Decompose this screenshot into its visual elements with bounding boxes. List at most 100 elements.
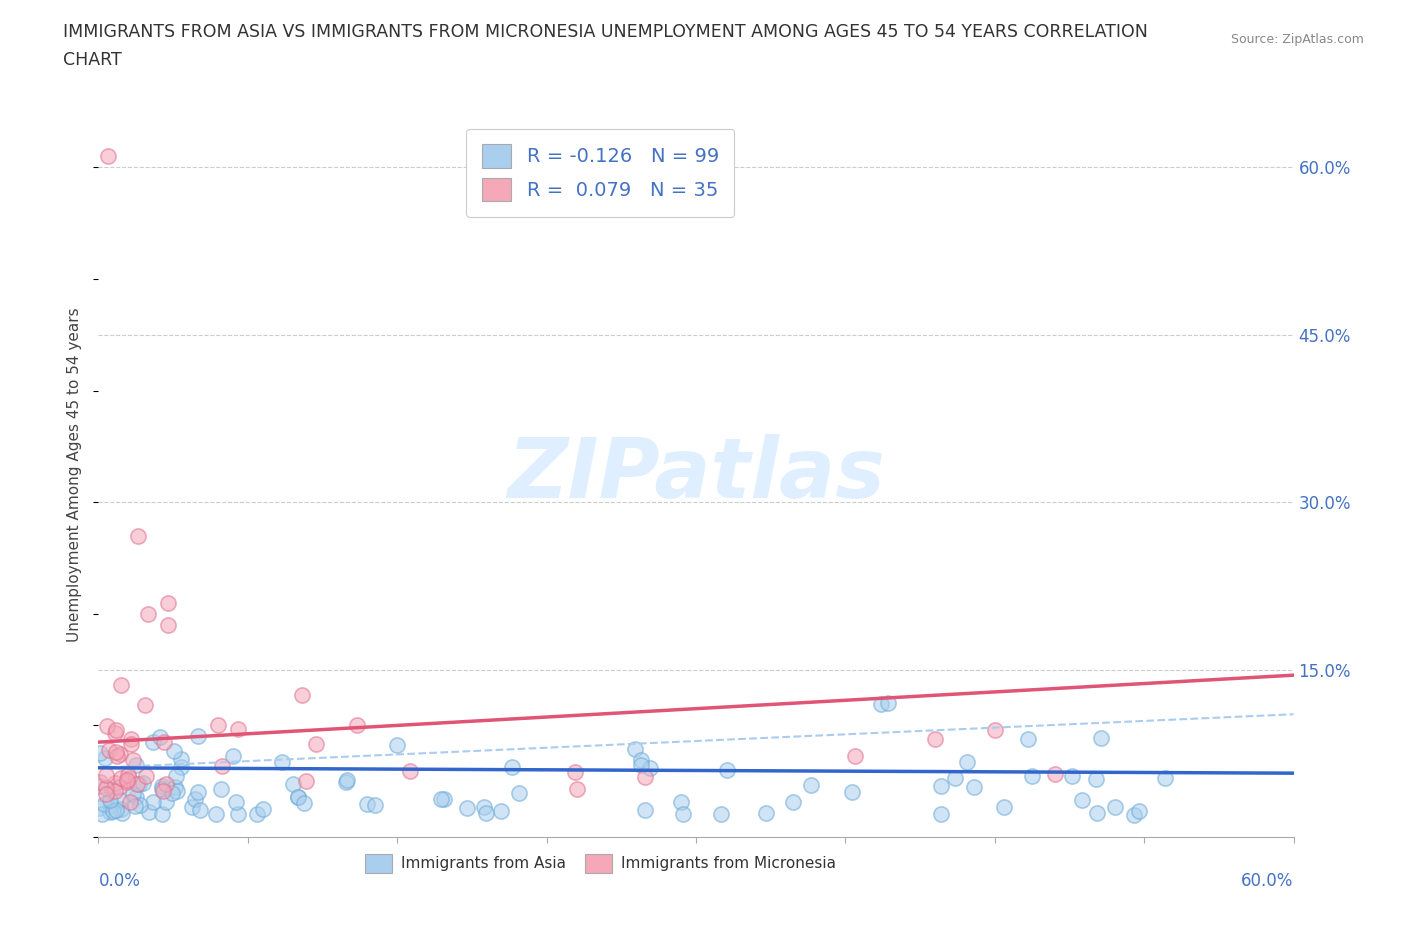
Point	[124, 799, 146, 814]
Point	[96, 780, 118, 795]
Point	[153, 735, 176, 750]
Text: ZIPatlas: ZIPatlas	[508, 433, 884, 515]
Point	[110, 678, 132, 693]
Point	[456, 801, 478, 816]
Legend: Immigrants from Asia, Immigrants from Micronesia: Immigrants from Asia, Immigrants from Mi…	[357, 846, 844, 880]
Point	[152, 783, 174, 798]
Point	[710, 806, 733, 821]
Point	[89, 746, 111, 761]
Point	[800, 777, 823, 792]
Point	[1153, 770, 1175, 785]
Point	[97, 149, 120, 164]
Point	[103, 804, 125, 818]
Point	[1071, 792, 1094, 807]
Point	[252, 802, 274, 817]
Point	[98, 804, 121, 819]
Point	[474, 805, 496, 820]
Point	[108, 793, 131, 808]
Point	[943, 771, 966, 786]
Point	[150, 781, 173, 796]
Point	[94, 751, 117, 765]
Point	[107, 780, 129, 795]
Point	[127, 777, 149, 791]
Point	[138, 805, 160, 820]
Point	[398, 764, 420, 778]
Point	[132, 775, 155, 790]
Point	[98, 792, 121, 807]
Point	[346, 718, 368, 733]
Point	[271, 754, 294, 769]
Point	[136, 606, 159, 621]
Point	[755, 805, 778, 820]
Point	[1123, 807, 1146, 822]
Point	[630, 758, 652, 773]
Point	[335, 775, 357, 790]
Text: CHART: CHART	[63, 51, 122, 69]
Point	[564, 764, 586, 779]
Point	[624, 741, 647, 756]
Point	[567, 782, 589, 797]
Point	[430, 791, 453, 806]
Point	[305, 737, 328, 751]
Point	[929, 807, 952, 822]
Point	[1104, 799, 1126, 814]
Point	[104, 725, 127, 740]
Point	[120, 732, 142, 747]
Point	[135, 768, 157, 783]
Point	[120, 795, 142, 810]
Point	[963, 780, 986, 795]
Point	[150, 778, 173, 793]
Point	[110, 802, 132, 817]
Point	[640, 760, 662, 775]
Point	[472, 800, 495, 815]
Point	[364, 798, 387, 813]
Point	[433, 791, 456, 806]
Point	[205, 806, 228, 821]
Point	[281, 777, 304, 791]
Point	[89, 775, 111, 790]
Point	[207, 718, 229, 733]
Point	[211, 758, 233, 773]
Point	[165, 779, 187, 794]
Point	[634, 769, 657, 784]
Point	[128, 798, 150, 813]
Point	[166, 784, 188, 799]
Point	[97, 743, 120, 758]
Point	[117, 771, 139, 786]
Point	[188, 803, 211, 817]
Point	[187, 784, 209, 799]
Point	[128, 777, 150, 791]
Point	[125, 790, 148, 804]
Point	[115, 773, 138, 788]
Point	[295, 774, 318, 789]
Point	[104, 775, 127, 790]
Point	[291, 687, 314, 702]
Point	[162, 786, 184, 801]
Point	[1090, 731, 1112, 746]
Point	[844, 749, 866, 764]
Text: Source: ZipAtlas.com: Source: ZipAtlas.com	[1230, 33, 1364, 46]
Point	[841, 785, 863, 800]
Point	[634, 803, 657, 817]
Text: 0.0%: 0.0%	[98, 871, 141, 890]
Point	[225, 794, 247, 809]
Point	[150, 806, 173, 821]
Point	[105, 803, 128, 817]
Point	[385, 737, 409, 752]
Point	[1085, 772, 1108, 787]
Point	[108, 747, 131, 762]
Point	[157, 618, 180, 632]
Point	[134, 698, 156, 712]
Point	[87, 800, 110, 815]
Point	[122, 787, 145, 802]
Point	[630, 752, 652, 767]
Point	[1043, 766, 1066, 781]
Point	[336, 772, 359, 787]
Point	[183, 792, 205, 807]
Point	[782, 794, 804, 809]
Point	[356, 796, 378, 811]
Point	[180, 800, 202, 815]
Point	[165, 769, 187, 784]
Point	[142, 794, 165, 809]
Point	[246, 806, 269, 821]
